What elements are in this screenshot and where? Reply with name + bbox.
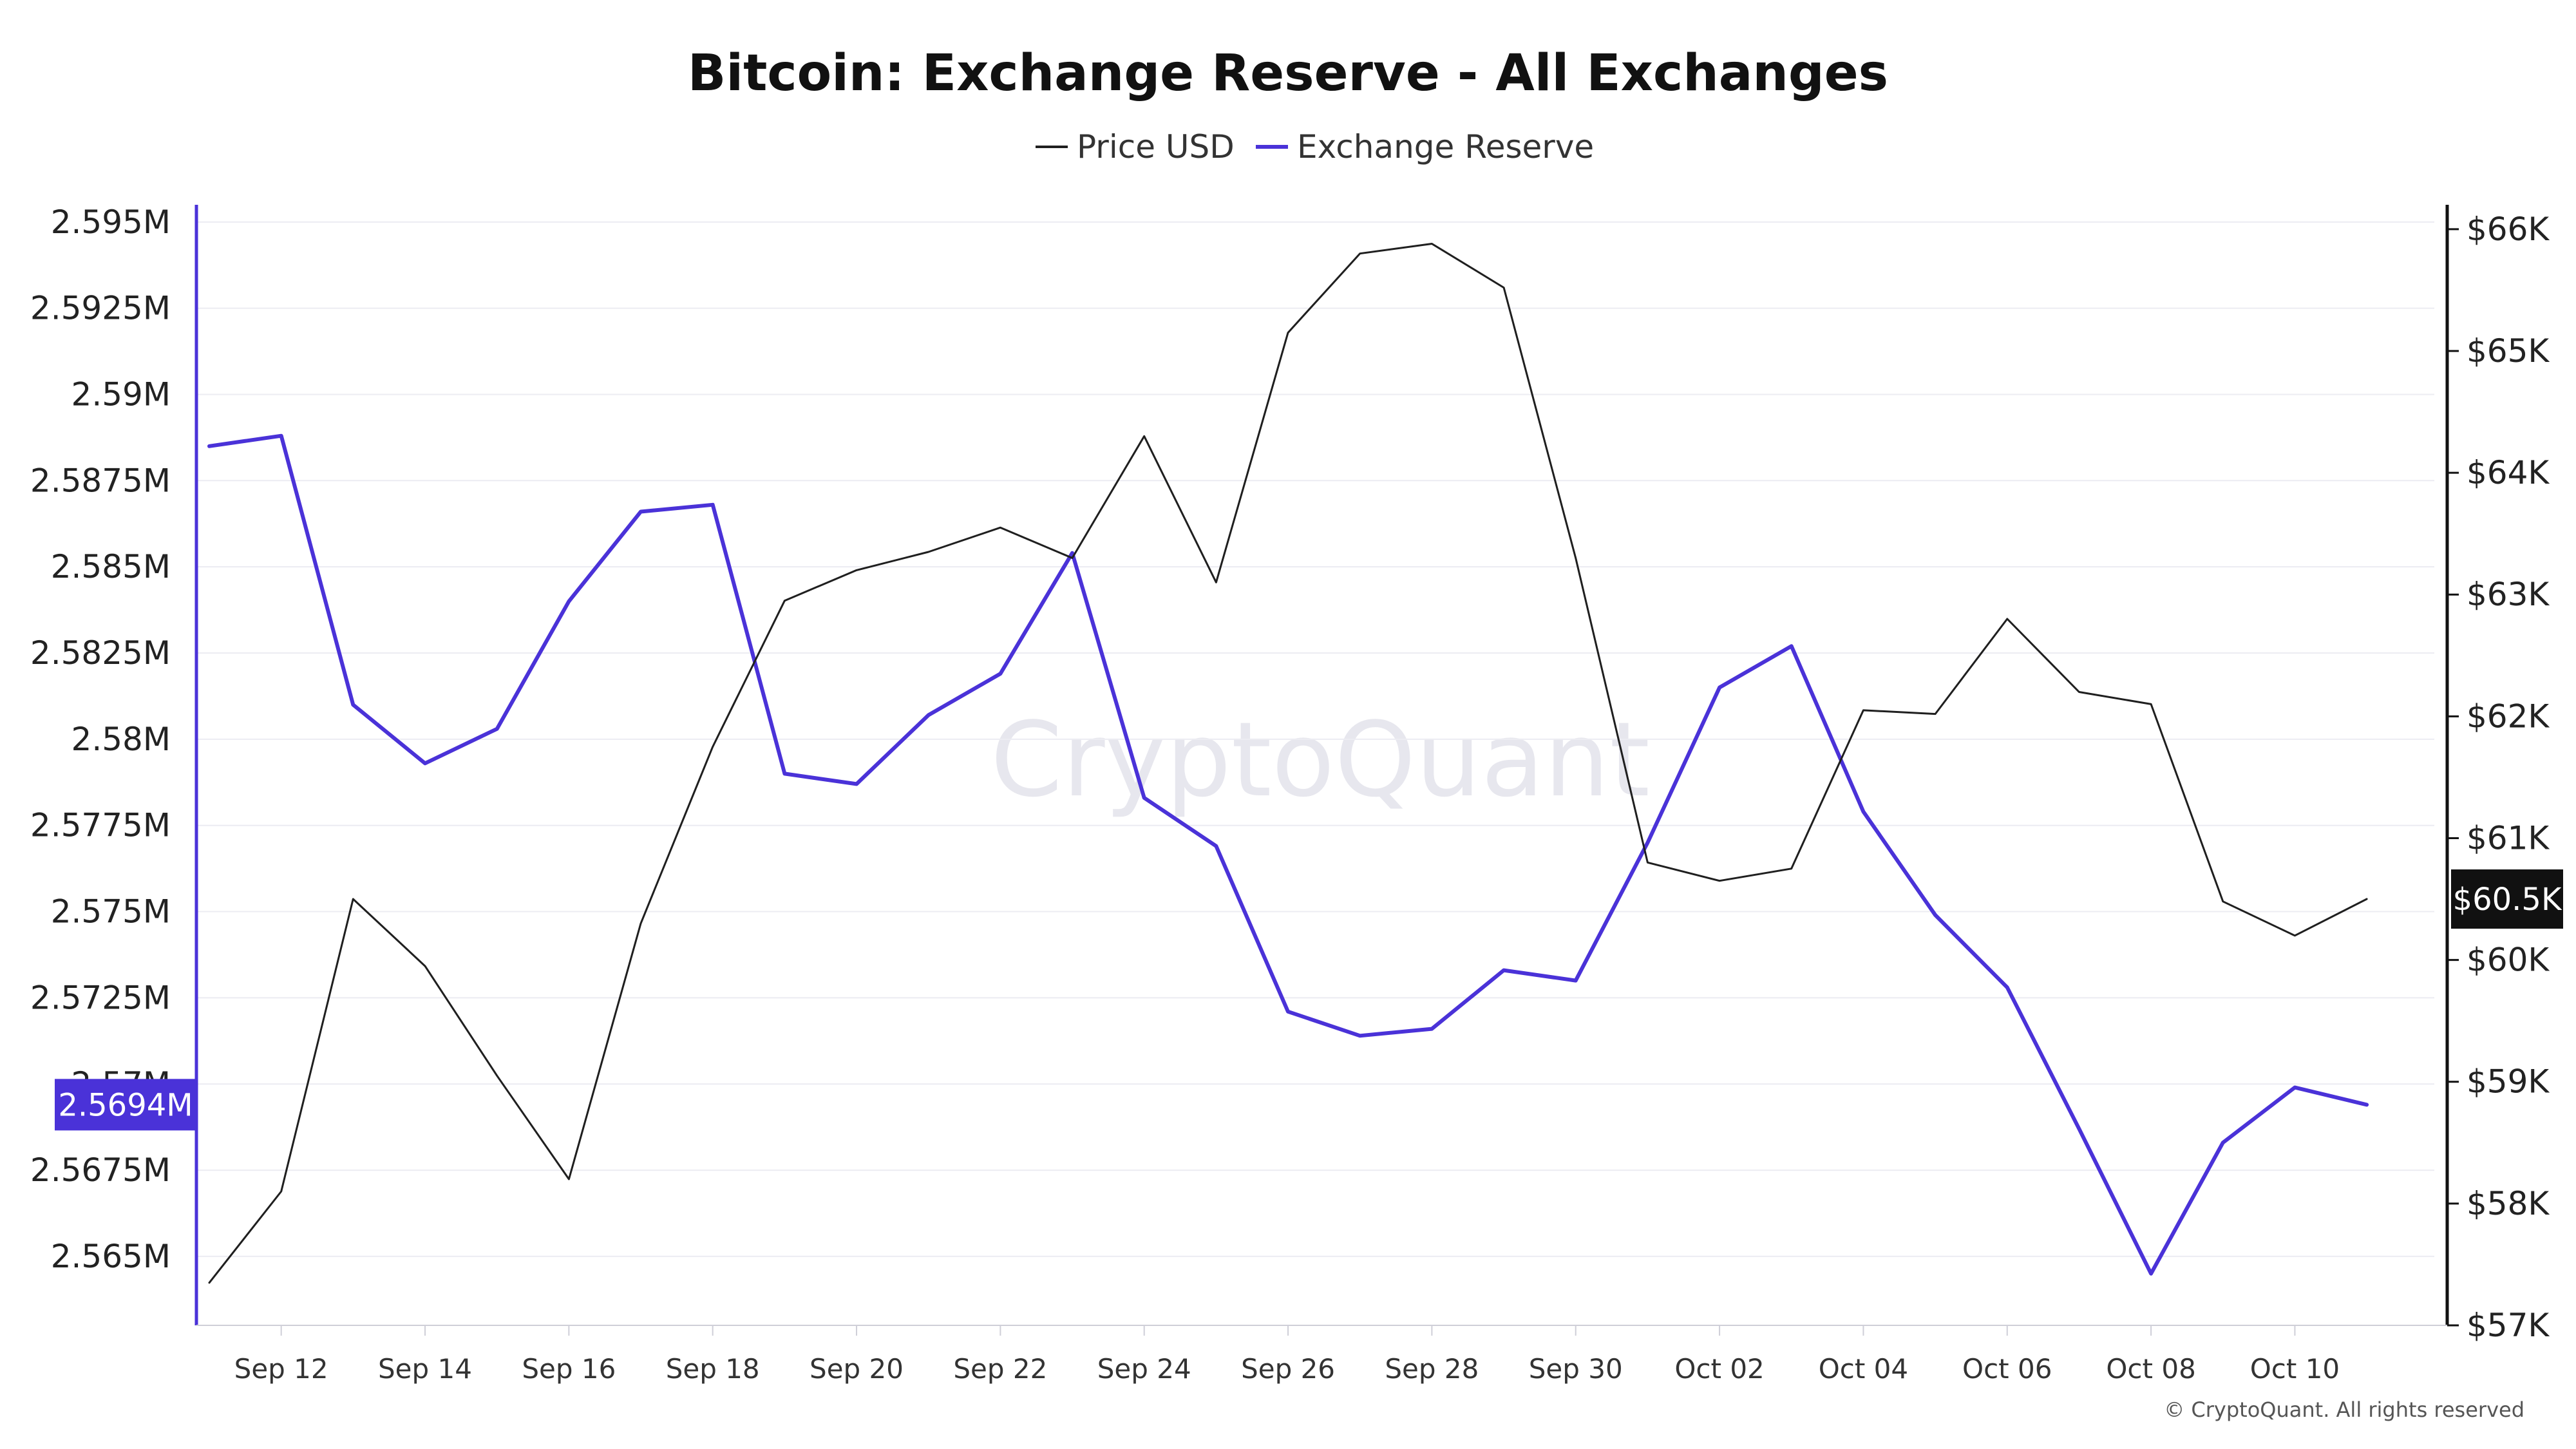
chart-title: Bitcoin: Exchange Reserve - All Exchange… bbox=[688, 44, 1888, 102]
price-point-20 bbox=[1647, 862, 1648, 863]
right-tick-label: $58K bbox=[2467, 1185, 2550, 1222]
price-current-label: $60.5K bbox=[2453, 882, 2562, 918]
price-point-2 bbox=[353, 899, 354, 900]
price-point-28 bbox=[2222, 901, 2223, 902]
left-tick-label: 2.5775M bbox=[30, 807, 171, 844]
right-tick-label: $65K bbox=[2467, 332, 2550, 370]
reserve-point-24 bbox=[1935, 914, 1936, 915]
reserve-point-27 bbox=[2151, 1273, 2152, 1274]
reserve-point-22 bbox=[1791, 646, 1792, 647]
reserve-point-21 bbox=[1719, 687, 1720, 688]
copyright: © CryptoQuant. All rights reserved bbox=[2164, 1397, 2524, 1422]
x-tick-label: Oct 04 bbox=[1819, 1353, 1908, 1385]
price-point-16 bbox=[1359, 253, 1360, 254]
x-tick-label: Sep 26 bbox=[1241, 1353, 1335, 1385]
left-tick-label: 2.565M bbox=[51, 1238, 171, 1275]
reserve-point-8 bbox=[784, 773, 785, 774]
reserve-point-20 bbox=[1647, 842, 1648, 843]
legend-label-reserve: Exchange Reserve bbox=[1297, 128, 1594, 166]
exchange-reserve-line bbox=[207, 433, 2369, 1276]
right-tick-label: $60K bbox=[2467, 942, 2550, 979]
price-current-badge bbox=[2451, 869, 2563, 929]
legend-label-price: Price USD bbox=[1077, 128, 1235, 166]
price-point-22 bbox=[1791, 868, 1792, 869]
x-axis: Sep 12 Sep 14 Sep 16 Sep 18 Sep 20 Sep 22 Sep … bbox=[196, 1325, 2447, 1385]
left-tick-label: 2.5825M bbox=[30, 634, 171, 672]
right-axis: $57K $58K $59K $60K $61K $62K $63K $64K $65K $66K bbox=[2445, 205, 2550, 1344]
left-tick-label: 2.595M bbox=[51, 204, 171, 241]
x-tick-label: Sep 28 bbox=[1385, 1353, 1479, 1385]
x-tick-label: Oct 08 bbox=[2106, 1353, 2195, 1385]
price-point-10 bbox=[928, 552, 929, 553]
price-point-8 bbox=[784, 600, 785, 601]
reserve-current-badge bbox=[55, 1079, 196, 1131]
left-tick-label: 2.58M bbox=[71, 721, 171, 758]
reserve-point-3 bbox=[425, 763, 426, 764]
watermark: CryptoQuant bbox=[990, 699, 1650, 820]
price-point-11 bbox=[1000, 527, 1001, 528]
price-point-27 bbox=[2151, 704, 2152, 705]
reserve-point-7 bbox=[712, 504, 713, 505]
price-point-3 bbox=[425, 966, 426, 967]
x-tick-label: Sep 16 bbox=[522, 1353, 616, 1385]
reserve-point-19 bbox=[1575, 980, 1576, 981]
x-tick-label: Sep 14 bbox=[378, 1353, 472, 1385]
price-point-21 bbox=[1719, 880, 1720, 881]
reserve-current-label: 2.5694M bbox=[58, 1087, 193, 1123]
reserve-point-23 bbox=[1863, 811, 1864, 812]
x-tick-label: Sep 30 bbox=[1529, 1353, 1623, 1385]
left-tick-label: 2.5675M bbox=[30, 1151, 171, 1189]
x-tick-label: Oct 10 bbox=[2250, 1353, 2340, 1385]
right-tick-label: $62K bbox=[2467, 697, 2550, 735]
right-tick-label: $66K bbox=[2467, 211, 2550, 248]
x-tick-label: Sep 18 bbox=[666, 1353, 760, 1385]
legend: Price USD Exchange Reserve bbox=[1036, 128, 1594, 166]
right-tick-label: $59K bbox=[2467, 1063, 2550, 1101]
left-tick-label: 2.5875M bbox=[30, 462, 171, 499]
reserve-point-15 bbox=[1288, 1011, 1289, 1012]
left-tick-label: 2.585M bbox=[51, 548, 171, 585]
x-tick-label: Sep 20 bbox=[810, 1353, 904, 1385]
price-point-0 bbox=[209, 1282, 210, 1283]
left-tick-label: 2.5725M bbox=[30, 979, 171, 1016]
right-tick-label: $57K bbox=[2467, 1307, 2550, 1344]
price-point-14 bbox=[1216, 582, 1217, 583]
x-tick-label: Sep 24 bbox=[1097, 1353, 1191, 1385]
left-tick-label: 2.575M bbox=[51, 893, 171, 931]
left-tick-label: 2.5925M bbox=[30, 290, 171, 327]
right-tick-label: $63K bbox=[2467, 576, 2550, 613]
price-point-7 bbox=[712, 746, 713, 747]
current-value-badges: 2.5694M $60.5K bbox=[55, 869, 2563, 1131]
reserve-point-28 bbox=[2222, 1142, 2223, 1143]
left-tick-label: 2.59M bbox=[71, 375, 171, 413]
price-point-15 bbox=[1288, 332, 1289, 333]
x-tick-label: Oct 06 bbox=[1962, 1353, 2052, 1385]
x-tick-label: Sep 12 bbox=[234, 1353, 328, 1385]
grid bbox=[196, 221, 2434, 1257]
right-tick-label: $64K bbox=[2467, 454, 2550, 491]
price-usd-line bbox=[208, 243, 2368, 1284]
x-tick-label: Oct 02 bbox=[1674, 1353, 1764, 1385]
left-axis: 2.565M2.5675M2.57M2.5725M2.575M2.5775M2.… bbox=[30, 204, 198, 1325]
x-tick-label: Sep 22 bbox=[953, 1353, 1047, 1385]
series-layer bbox=[207, 243, 2369, 1284]
right-tick-label: $61K bbox=[2467, 819, 2550, 857]
